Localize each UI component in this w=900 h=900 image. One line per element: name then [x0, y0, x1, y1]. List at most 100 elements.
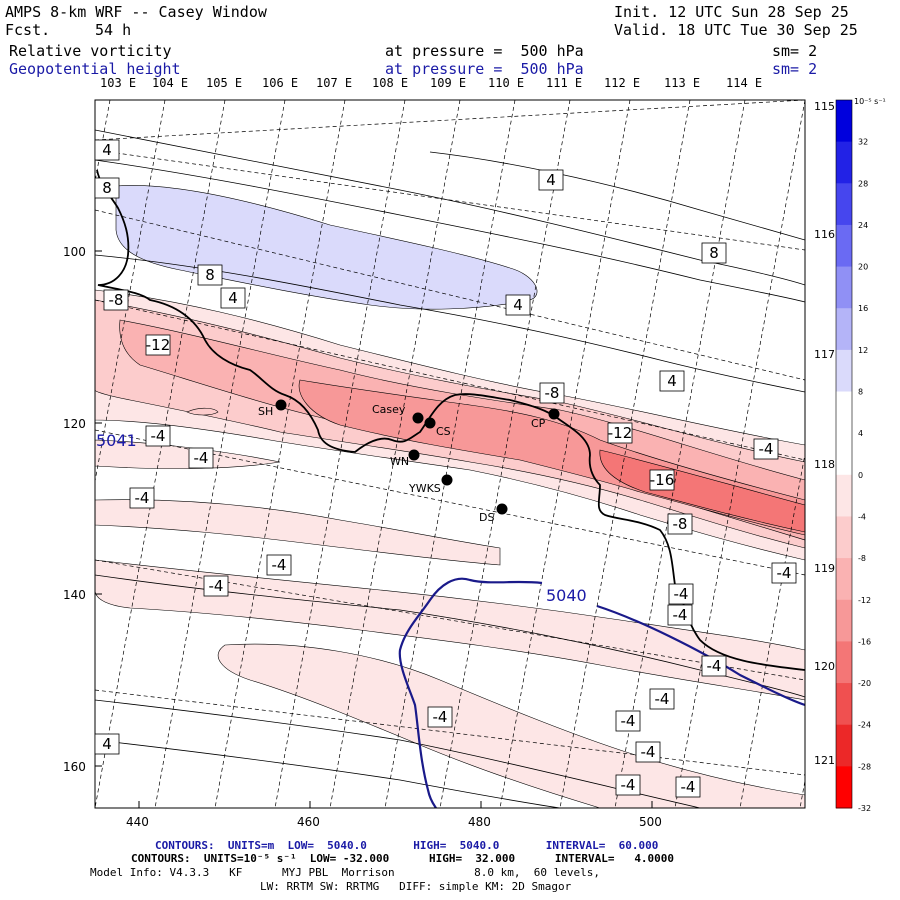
- contour-label: 8: [102, 179, 112, 197]
- contour-label-box: [505, 294, 531, 316]
- station-marker: [424, 417, 436, 429]
- contour-label-box: [771, 562, 797, 584]
- colorbar-swatch: [836, 141, 852, 184]
- contour-label: -4: [433, 708, 448, 726]
- contour-label: 4: [102, 141, 112, 159]
- field2-smoothing: sm= 2: [772, 60, 818, 78]
- lon-label: 104 E: [152, 76, 189, 90]
- model-title: AMPS 8-km WRF -- Casey Window: [5, 3, 267, 21]
- forecast-label: Fcst.: [5, 21, 51, 39]
- colorbar-swatch: [836, 433, 852, 476]
- station-label: SH: [258, 405, 273, 418]
- colorbar-label: 4: [858, 429, 863, 438]
- contour-label: -8: [109, 291, 124, 309]
- contour-label-box: [539, 382, 565, 404]
- contour-label-box: [649, 469, 675, 491]
- field1-level: at pressure = 500 hPa: [385, 42, 584, 60]
- contour-label: -8: [545, 384, 560, 402]
- station-label: YWKS: [408, 482, 441, 495]
- colorbar-swatch: [836, 766, 852, 809]
- axis-tick-labels: 100 120 140 160 440 460 480 500: [63, 245, 662, 829]
- contour-label: -4: [209, 577, 224, 595]
- contour-label-box: [94, 177, 120, 199]
- contour-label: -4: [272, 556, 287, 574]
- contour-label-box: [667, 604, 693, 626]
- plot-frame: [94, 99, 806, 809]
- lon-label: 103 E: [100, 76, 137, 90]
- station-marker: [412, 412, 424, 424]
- lon-label: 112 E: [604, 76, 641, 90]
- contour-label-box: [94, 139, 120, 161]
- x-tick-440: 440: [126, 815, 149, 829]
- contour-label-box: [649, 688, 675, 710]
- x-tick-460: 460: [297, 815, 320, 829]
- colorbar-label: 0: [858, 471, 863, 480]
- station-marker: [496, 503, 508, 515]
- colorbar-label: -28: [858, 762, 871, 771]
- field2-level: at pressure = 500 hPa: [385, 60, 584, 78]
- contour-label-box: [635, 741, 661, 763]
- contour-label: -16: [650, 471, 675, 489]
- contour-label: 8: [205, 266, 215, 284]
- contour-label: -12: [608, 424, 633, 442]
- colorbar-swatch: [836, 183, 852, 226]
- colorbar-label: 16: [858, 304, 868, 313]
- station-label: CP: [531, 417, 546, 430]
- contour-label: 4: [228, 289, 238, 307]
- contour-label-box: [753, 438, 779, 460]
- colorbar: 32 28 24 20 16 12 8 4 0 -4 -8 -12 -16 -20 -24 -28 -32: [835, 99, 871, 813]
- weak-vorticity-patch-2: [217, 643, 805, 808]
- valid-time: Valid. 18 UTC Tue 30 Sep 25: [614, 21, 858, 39]
- lon-label: 110 E: [488, 76, 525, 90]
- colorbar-label: -12: [858, 596, 871, 605]
- stations: SH Casey CS CP WN YWKS DS: [258, 399, 560, 524]
- contour-label-box: [675, 776, 701, 798]
- field2-name: Geopotential height: [9, 60, 181, 78]
- colorbar-swatch: [836, 308, 852, 351]
- vorticity-contour-lines: [95, 129, 805, 808]
- colorbar-swatch: [836, 724, 852, 767]
- footer-model-info: Model Info: V4.3.3 KF MYJ PBL Morrison 8…: [90, 866, 600, 879]
- contour-label-box: [607, 422, 633, 444]
- vorticity-shading: [95, 185, 805, 808]
- station-label: Casey: [372, 403, 406, 416]
- x-tick-480: 480: [468, 815, 491, 829]
- y-tick-160: 160: [63, 760, 86, 774]
- contour-label-box: [203, 575, 229, 597]
- lon-label: 106 E: [262, 76, 299, 90]
- field1-name: Relative vorticity: [9, 42, 172, 60]
- forecast-hour: 54 h: [95, 21, 132, 39]
- contour-label-box: [145, 425, 171, 447]
- contour-label: -12: [146, 336, 171, 354]
- colorbar-swatch: [836, 474, 852, 517]
- y-tick-100: 100: [63, 245, 86, 259]
- y-tick-120: 120: [63, 417, 86, 431]
- contour-label: -4: [707, 657, 722, 675]
- contour-label: -4: [673, 606, 688, 624]
- station-marker: [441, 474, 453, 486]
- coastline: [96, 169, 805, 671]
- contour-label-box: [667, 513, 693, 535]
- station-label: DS: [479, 511, 494, 524]
- colorbar-label: 32: [858, 138, 868, 147]
- colorbar-swatch: [836, 100, 852, 143]
- colorbar-label: 20: [858, 263, 868, 272]
- init-time: Init. 12 UTC Sun 28 Sep 25: [614, 3, 849, 21]
- colorbar-label: 24: [858, 221, 868, 230]
- colorbar-label: -20: [858, 679, 871, 688]
- station-marker: [275, 399, 287, 411]
- contour-label: -4: [135, 489, 150, 507]
- axis-ticks: [95, 250, 653, 808]
- contour-label: 4: [102, 735, 112, 753]
- weak-vorticity-patch-5: [186, 407, 219, 416]
- station-label: CS: [436, 425, 451, 438]
- station-label: WN: [390, 455, 409, 468]
- contour-label: -8: [673, 515, 688, 533]
- colorbar-label: -8: [858, 554, 866, 563]
- weak-vorticity-patch-1: [95, 559, 805, 701]
- colorbar-swatch: [836, 349, 852, 393]
- contour-label: -4: [777, 564, 792, 582]
- colorbar-unit: 10⁻⁵ s⁻¹: [854, 97, 886, 106]
- footer-physics: LW: RRTM SW: RRTMG DIFF: simple KM: 2D S…: [260, 880, 572, 893]
- contour-label-box: [615, 774, 641, 796]
